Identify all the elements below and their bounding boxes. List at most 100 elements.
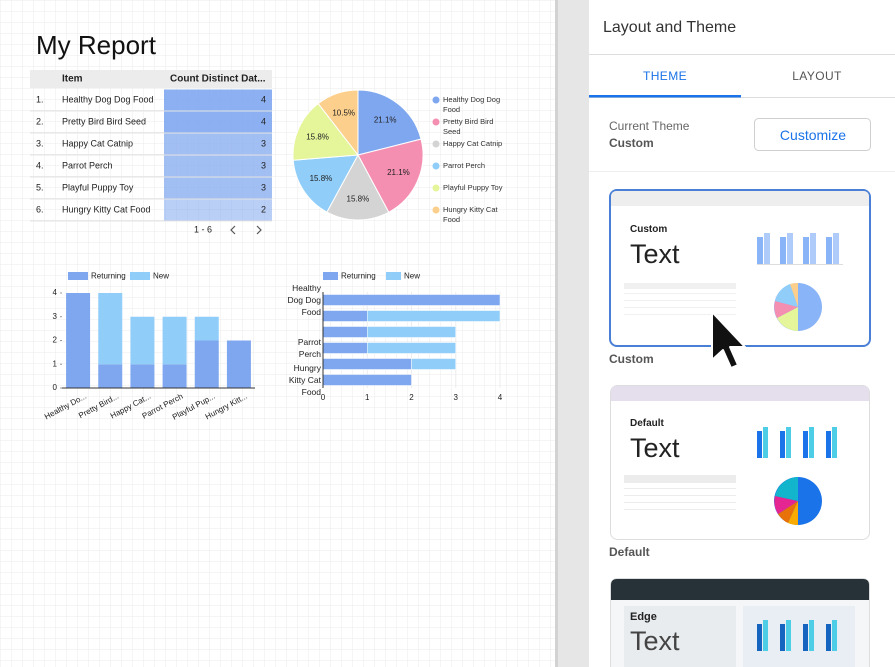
legend-label: Parrot Perch — [443, 161, 486, 170]
mini-pie — [774, 282, 822, 331]
legend-swatch — [432, 96, 440, 104]
theme-card[interactable] — [610, 578, 870, 667]
slice-label: 21.1% — [374, 115, 397, 124]
row-item: Happy Cat Catnip — [62, 138, 133, 148]
column-segment — [194, 316, 219, 341]
pagination: 1 - 6 — [194, 224, 212, 234]
x-tick-label: 3 — [454, 393, 459, 402]
column-segment — [162, 316, 187, 365]
bar-segment — [367, 342, 456, 354]
table-cell-bar — [164, 155, 272, 177]
current-theme: Custom — [609, 136, 654, 150]
column-segment — [98, 293, 123, 365]
report-title: My Report — [36, 30, 156, 60]
tab[interactable]: LAYOUT — [792, 69, 842, 83]
legend-label: Happy Cat Catnip — [443, 139, 503, 148]
column-segment — [226, 340, 251, 388]
theme-label: Custom — [609, 352, 654, 366]
bar-segment — [322, 326, 368, 338]
current-theme-label: Current Theme — [609, 119, 690, 133]
theme-card[interactable] — [609, 189, 871, 347]
bar-segment — [322, 294, 501, 306]
mini-pie — [774, 477, 822, 526]
legend-label: Pretty Bird Bird Seed — [443, 117, 494, 136]
pie-slice — [317, 89, 359, 157]
card-header — [611, 191, 869, 206]
text-box — [624, 606, 736, 667]
column-segment — [194, 340, 219, 388]
y-tick-label: Healthy Dog Dog Food — [287, 283, 321, 317]
slice-label: 15.8% — [347, 194, 370, 203]
legend-label: Playful Puppy Toy — [443, 183, 503, 192]
next-page[interactable] — [256, 225, 262, 235]
mini-bars — [757, 620, 837, 651]
card-text: Text — [630, 239, 680, 269]
legend-label: Returning — [341, 272, 376, 281]
panel-title: Layout and Theme — [603, 19, 737, 36]
x-tick-label: 2 — [409, 393, 414, 402]
tab[interactable]: THEME — [643, 69, 687, 83]
card-title: Default — [630, 418, 664, 429]
x-tick-label: 1 — [365, 393, 370, 402]
pie-slice — [292, 102, 359, 161]
button-label[interactable]: Customize — [779, 127, 847, 143]
row-number: 6. — [36, 204, 44, 214]
bar-segment — [367, 326, 456, 338]
column-header: Item — [62, 74, 83, 85]
row-value: 3 — [261, 138, 266, 148]
column-segment — [130, 364, 155, 388]
legend-swatch — [386, 272, 401, 280]
table-cell-bar — [164, 133, 272, 155]
mini-bars — [757, 427, 837, 458]
row-number: 4. — [36, 160, 44, 170]
row-number: 3. — [36, 138, 44, 148]
legend-swatch — [432, 118, 440, 126]
bar-segment — [322, 342, 368, 354]
table-header — [30, 70, 272, 88]
pie-slice — [326, 153, 390, 221]
legend-swatch — [432, 206, 440, 214]
mouse-cursor — [711, 311, 746, 369]
table-cell-bar — [164, 111, 272, 133]
row-item: Playful Puppy Toy — [62, 182, 134, 192]
legend-swatch — [68, 272, 88, 280]
bar-segment — [322, 310, 368, 322]
legend-swatch — [432, 162, 440, 170]
slice-label: 10.5% — [332, 108, 355, 117]
text-lines — [624, 283, 736, 315]
table-cell-bar — [164, 199, 272, 221]
legend-label: Healthy Dog Dog Food — [443, 95, 501, 114]
text-lines — [624, 475, 736, 510]
theme-card[interactable] — [610, 385, 870, 540]
slice-label: 21.1% — [387, 168, 410, 177]
y-tick-label: 3 — [53, 312, 58, 321]
card-text: Text — [630, 433, 680, 463]
row-number: 2. — [36, 116, 44, 126]
prev-page[interactable] — [230, 225, 236, 235]
legend-swatch — [130, 272, 150, 280]
row-value: 4 — [261, 94, 266, 104]
pie-slice — [292, 154, 359, 213]
column-segment — [98, 364, 123, 388]
row-value: 4 — [261, 116, 266, 126]
slice-label: 15.8% — [310, 174, 333, 183]
card-header — [611, 386, 869, 401]
row-value: 3 — [261, 182, 266, 192]
pie-slice — [357, 89, 422, 156]
row-item: Hungry Kitty Cat Food — [62, 204, 151, 214]
column-segment — [66, 293, 91, 388]
row-item: Pretty Bird Bird Seed — [62, 116, 146, 126]
y-tick-label: 2 — [53, 336, 58, 345]
table-cell-bar — [164, 89, 272, 111]
y-tick-label: 0 — [53, 383, 58, 392]
legend-label: Returning — [91, 272, 126, 281]
card-title: Custom — [630, 224, 668, 235]
legend-label: New — [153, 272, 169, 281]
y-tick-label: 1 — [53, 359, 58, 368]
pie-slice — [357, 138, 424, 213]
legend-label: New — [404, 272, 420, 281]
bar-segment — [322, 374, 412, 386]
divider — [555, 0, 558, 667]
customize-button[interactable] — [754, 118, 871, 151]
row-number: 5. — [36, 182, 44, 192]
